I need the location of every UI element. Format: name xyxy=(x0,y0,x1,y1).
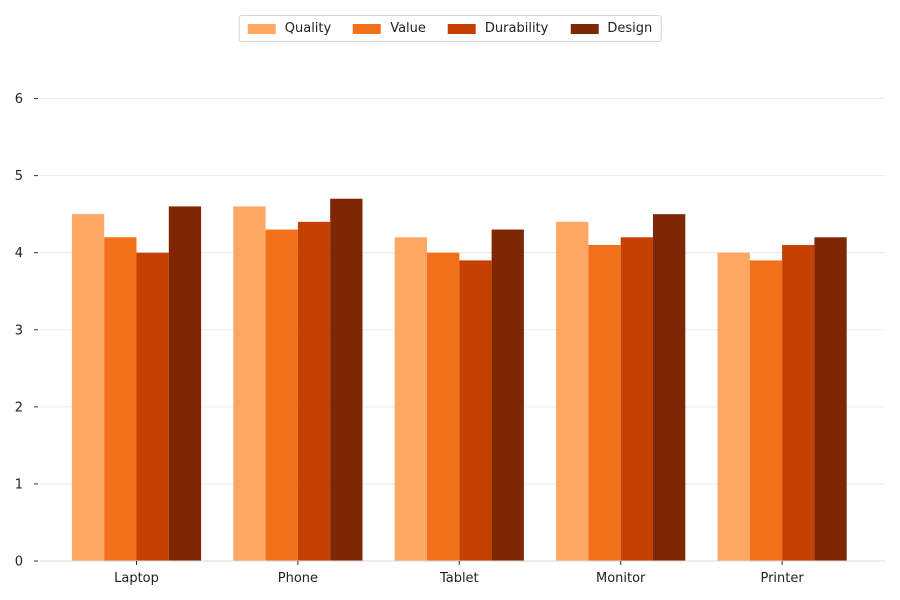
legend: Quality Value Durability Design xyxy=(238,15,662,42)
bar-printer-value xyxy=(749,260,783,561)
bar-monitor-durability xyxy=(620,237,653,561)
bar-laptop-quality xyxy=(71,214,105,561)
axes: 0 1 2 3 4 5 6 Laptop Phone Tablet Monitor Printer xyxy=(15,92,885,586)
legend-label-design: Design xyxy=(607,21,653,36)
legend-swatch-design xyxy=(570,23,599,34)
legend-label-value: Value xyxy=(390,21,426,36)
y-tick-label-4: 4 xyxy=(15,246,23,261)
x-tick-label-0: Laptop xyxy=(114,571,159,586)
bar-printer-quality xyxy=(717,252,750,561)
x-tick-label-3: Monitor xyxy=(596,571,646,586)
bar-phone-value xyxy=(265,229,298,562)
legend-item-quality: Quality xyxy=(247,21,332,36)
bar-phone-durability xyxy=(297,221,331,561)
y-tick-label-2: 2 xyxy=(15,400,23,415)
y-tick-label-0: 0 xyxy=(15,555,23,570)
bar-tablet-value xyxy=(427,252,460,561)
legend-item-value: Value xyxy=(353,21,426,36)
x-tick-label-4: Printer xyxy=(760,571,804,586)
legend-label-durability: Durability xyxy=(484,21,549,36)
legend-swatch-durability xyxy=(447,23,476,34)
y-tick-label-6: 6 xyxy=(15,92,23,107)
bar-laptop-durability xyxy=(136,252,169,561)
bar-phone-design xyxy=(330,198,363,561)
y-tick-label-5: 5 xyxy=(15,169,23,184)
y-tick-label-1: 1 xyxy=(15,477,23,492)
legend-swatch-quality xyxy=(247,23,276,34)
bar-phone-quality xyxy=(233,206,266,561)
bar-monitor-quality xyxy=(556,221,589,561)
x-tick-label-2: Tablet xyxy=(439,571,479,586)
legend-label-quality: Quality xyxy=(284,21,332,36)
bar-printer-design xyxy=(814,237,847,561)
y-tick-label-3: 3 xyxy=(15,323,23,338)
legend-item-durability: Durability xyxy=(447,21,549,36)
bar-monitor-design xyxy=(653,214,686,561)
bar-tablet-design xyxy=(491,229,524,562)
x-tick-label-1: Phone xyxy=(278,571,318,586)
legend-item-design: Design xyxy=(570,21,652,36)
bar-laptop-value xyxy=(104,237,137,561)
legend-swatch-value xyxy=(353,23,382,34)
bar-printer-durability xyxy=(782,244,815,561)
bars xyxy=(71,198,847,562)
bar-monitor-value xyxy=(588,244,621,561)
bar-laptop-design xyxy=(168,206,202,561)
bar-tablet-durability xyxy=(459,260,492,561)
bar-tablet-quality xyxy=(394,237,427,561)
